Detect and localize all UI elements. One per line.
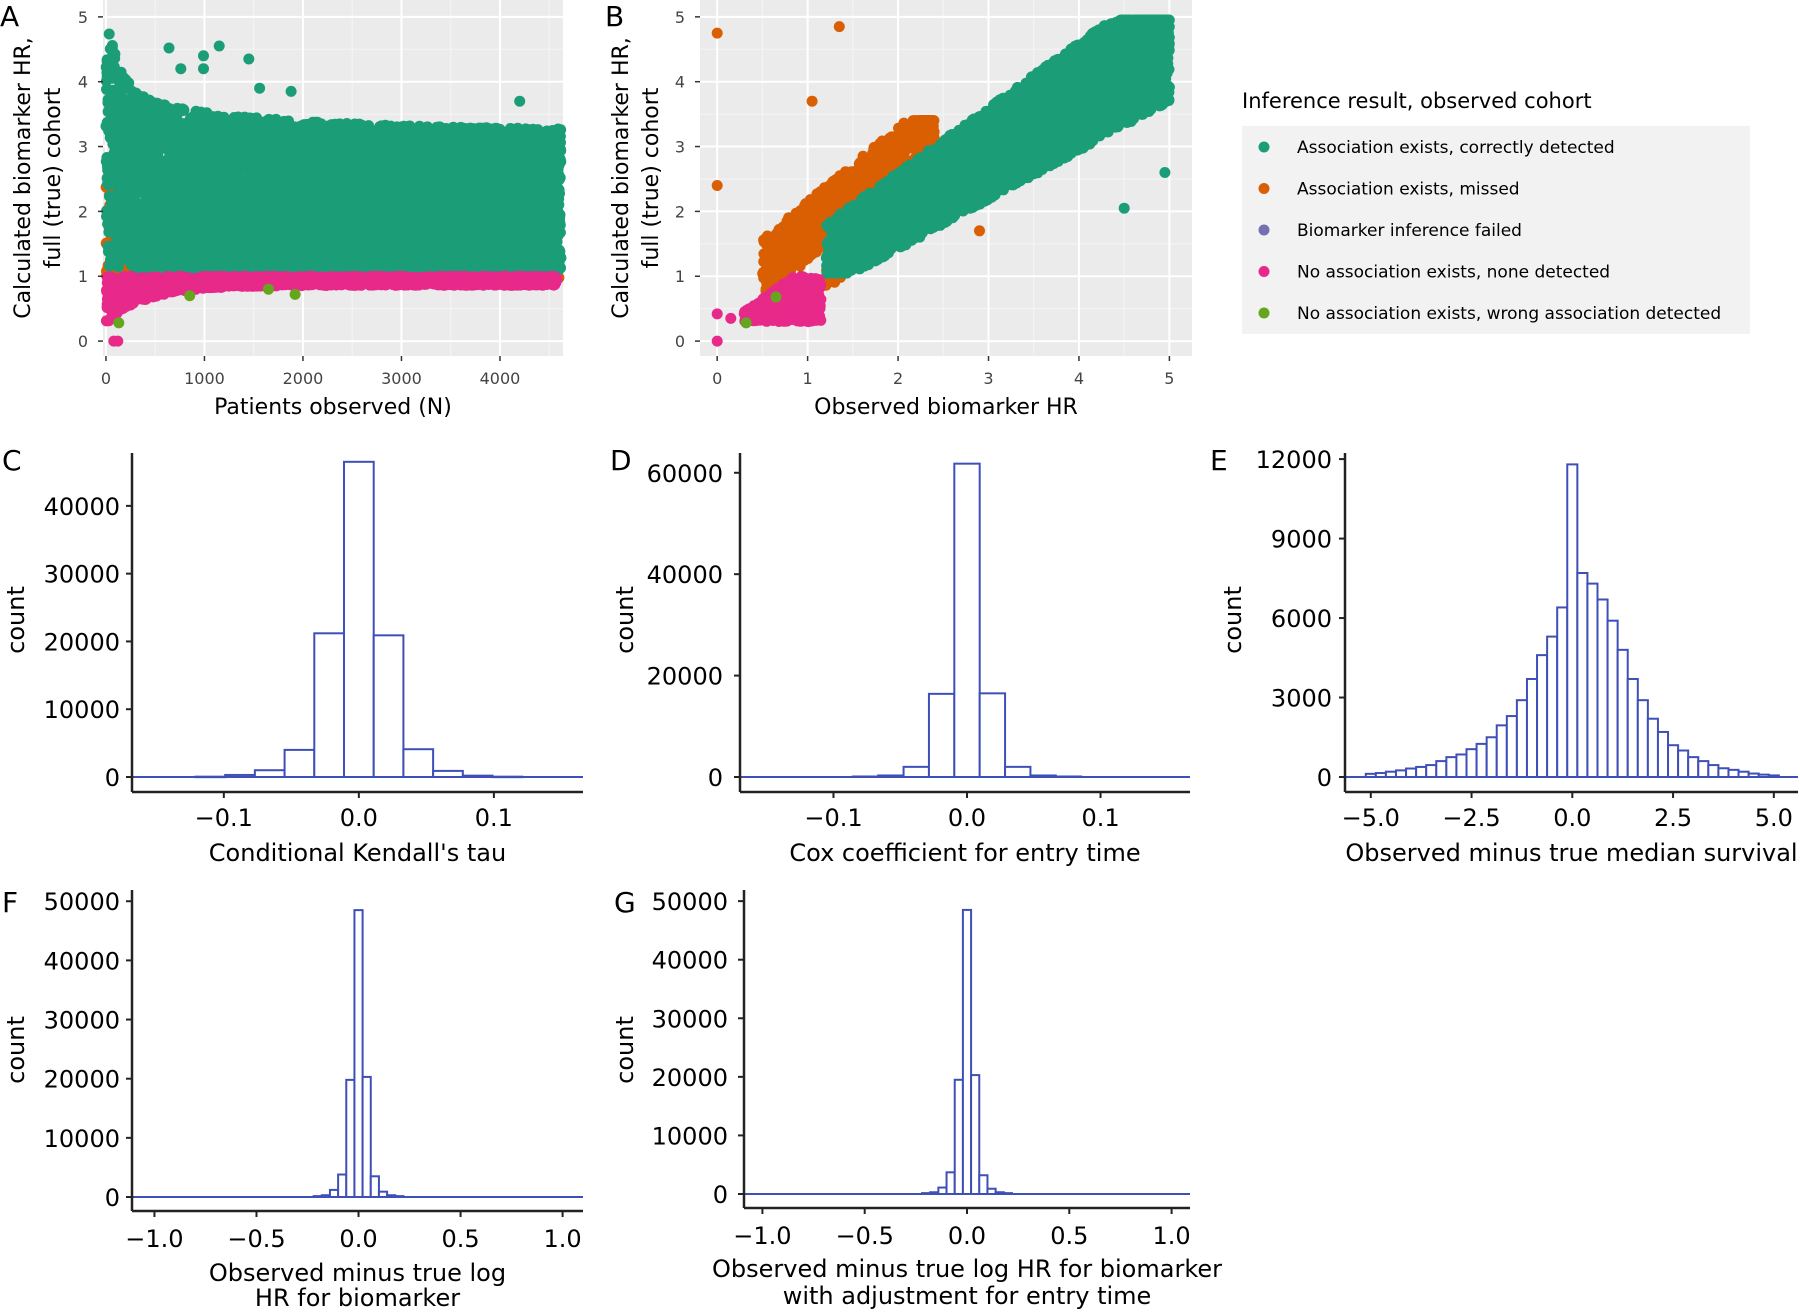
data-point: [103, 28, 115, 40]
scatter-points: [100, 28, 567, 347]
panel-label: A: [0, 0, 19, 33]
